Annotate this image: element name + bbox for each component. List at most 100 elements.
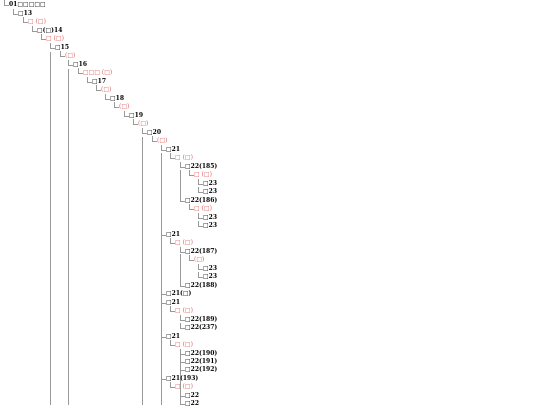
tree-node[interactable]: (□) [119, 103, 130, 110]
tree-connector [180, 315, 185, 321]
tree-connector [4, 0, 9, 6]
tree-node[interactable]: □22(190) [185, 350, 218, 357]
tree-node[interactable]: □22 [185, 392, 200, 399]
tree-guide-line [68, 69, 69, 405]
tree-connector [180, 323, 185, 329]
tree-connector [68, 60, 73, 66]
tree-connector [60, 51, 65, 57]
tree-node[interactable]: □ (□) [175, 307, 193, 314]
tree-connector [180, 349, 185, 355]
tree-node[interactable]: □22(187) [185, 248, 218, 255]
tree-node[interactable]: □22 [185, 400, 200, 407]
tree-connector [180, 357, 185, 363]
tree-connector [198, 272, 203, 278]
tree-node[interactable]: □23 [203, 188, 218, 195]
tree-node[interactable]: (□) [65, 52, 76, 59]
tree-connector [114, 102, 119, 108]
tree-connector [161, 145, 166, 151]
tree-node[interactable]: (□) [157, 137, 168, 144]
tree-connector [189, 255, 194, 261]
tree-node[interactable]: □21(□) [166, 290, 192, 297]
tree-node[interactable]: □ (□) [194, 171, 212, 178]
tree-connector [189, 204, 194, 210]
tree-connector [180, 281, 185, 287]
tree-node[interactable]: □ (□) [194, 205, 212, 212]
tree-node[interactable]: □15 [55, 44, 70, 51]
tree-node[interactable]: □ (□) [175, 383, 193, 390]
tree-node[interactable]: □(□)14 [37, 27, 63, 34]
tree-guide-line [180, 254, 181, 286]
tree-node[interactable]: □□□ (□) [83, 69, 113, 76]
tree-node[interactable]: □ (□) [46, 35, 64, 42]
tree-connector [198, 187, 203, 193]
tree-connector [41, 34, 46, 40]
tree-connector [87, 77, 92, 83]
tree-guide-line [50, 52, 51, 405]
tree-connector [161, 230, 166, 236]
tree-connector [23, 17, 28, 23]
tree-node[interactable]: □23 [203, 222, 218, 229]
tree-node[interactable]: (□) [138, 120, 149, 127]
tree-connector [198, 221, 203, 227]
tree-node[interactable]: □22(189) [185, 316, 218, 323]
tree-node[interactable]: □16 [73, 61, 88, 68]
tree-node[interactable]: □21 [166, 146, 181, 153]
tree-node[interactable]: □22(188) [185, 282, 218, 289]
tree-node[interactable]: □23 [203, 214, 218, 221]
tree-node[interactable]: (□) [194, 256, 205, 263]
tree-node[interactable]: □ (□) [175, 341, 193, 348]
tree-connector [78, 68, 83, 74]
tree-connector [152, 136, 157, 142]
tree-node[interactable]: □19 [129, 112, 144, 119]
tree-connector [142, 128, 147, 134]
tree-node[interactable]: □18 [110, 95, 125, 102]
tree-connector [198, 264, 203, 270]
tree-connector [180, 365, 185, 371]
tree-node[interactable]: □21 [166, 299, 181, 306]
tree-node[interactable]: (□) [101, 86, 112, 93]
tree-node[interactable]: □23 [203, 273, 218, 280]
tree-node[interactable]: □22(192) [185, 366, 218, 373]
tree-node[interactable]: □17 [92, 78, 107, 85]
tree-connector [105, 94, 110, 100]
tree-connector [189, 170, 194, 176]
tree-node[interactable]: 01□□□□□ [9, 1, 46, 8]
tree-node[interactable]: □22(237) [185, 324, 218, 331]
tree-connector [170, 153, 175, 159]
tree-connector [13, 9, 18, 15]
tree-connector [32, 26, 37, 32]
tree-connector [161, 289, 166, 295]
tree-node[interactable]: □ (□) [28, 18, 46, 25]
tree-node[interactable]: □21 [166, 231, 181, 238]
tree-connector [170, 382, 175, 388]
tree-connector [180, 391, 185, 397]
tree-node[interactable]: □21 [166, 333, 181, 340]
tree-node[interactable]: □23 [203, 180, 218, 187]
tree-connector [198, 179, 203, 185]
tree-guide-line [180, 355, 181, 405]
tree-node[interactable]: □22(191) [185, 358, 218, 365]
tree-guide-line [142, 137, 143, 405]
tree-connector [180, 196, 185, 202]
tree-connector [170, 340, 175, 346]
tree-guide-line [180, 170, 181, 200]
tree-node[interactable]: □21(193) [166, 375, 199, 382]
tree-guide-line [161, 153, 162, 405]
tree-connector [96, 85, 101, 91]
tree-node[interactable]: □13 [18, 10, 33, 17]
tree-connector [133, 119, 138, 125]
tree-connector [180, 162, 185, 168]
tree-node[interactable]: □ (□) [175, 154, 193, 161]
tree-connector [170, 306, 175, 312]
tree-connector [161, 298, 166, 304]
tree-node[interactable]: □ (□) [175, 239, 193, 246]
tree-connector [50, 43, 55, 49]
tree-connector [124, 111, 129, 117]
tree-node[interactable]: □22(185) [185, 163, 218, 170]
tree-connector [161, 374, 166, 380]
tree-node[interactable]: □23 [203, 265, 218, 272]
tree-connector [180, 247, 185, 253]
tree-node[interactable]: □20 [147, 129, 162, 136]
tree-node[interactable]: □22(186) [185, 197, 218, 204]
